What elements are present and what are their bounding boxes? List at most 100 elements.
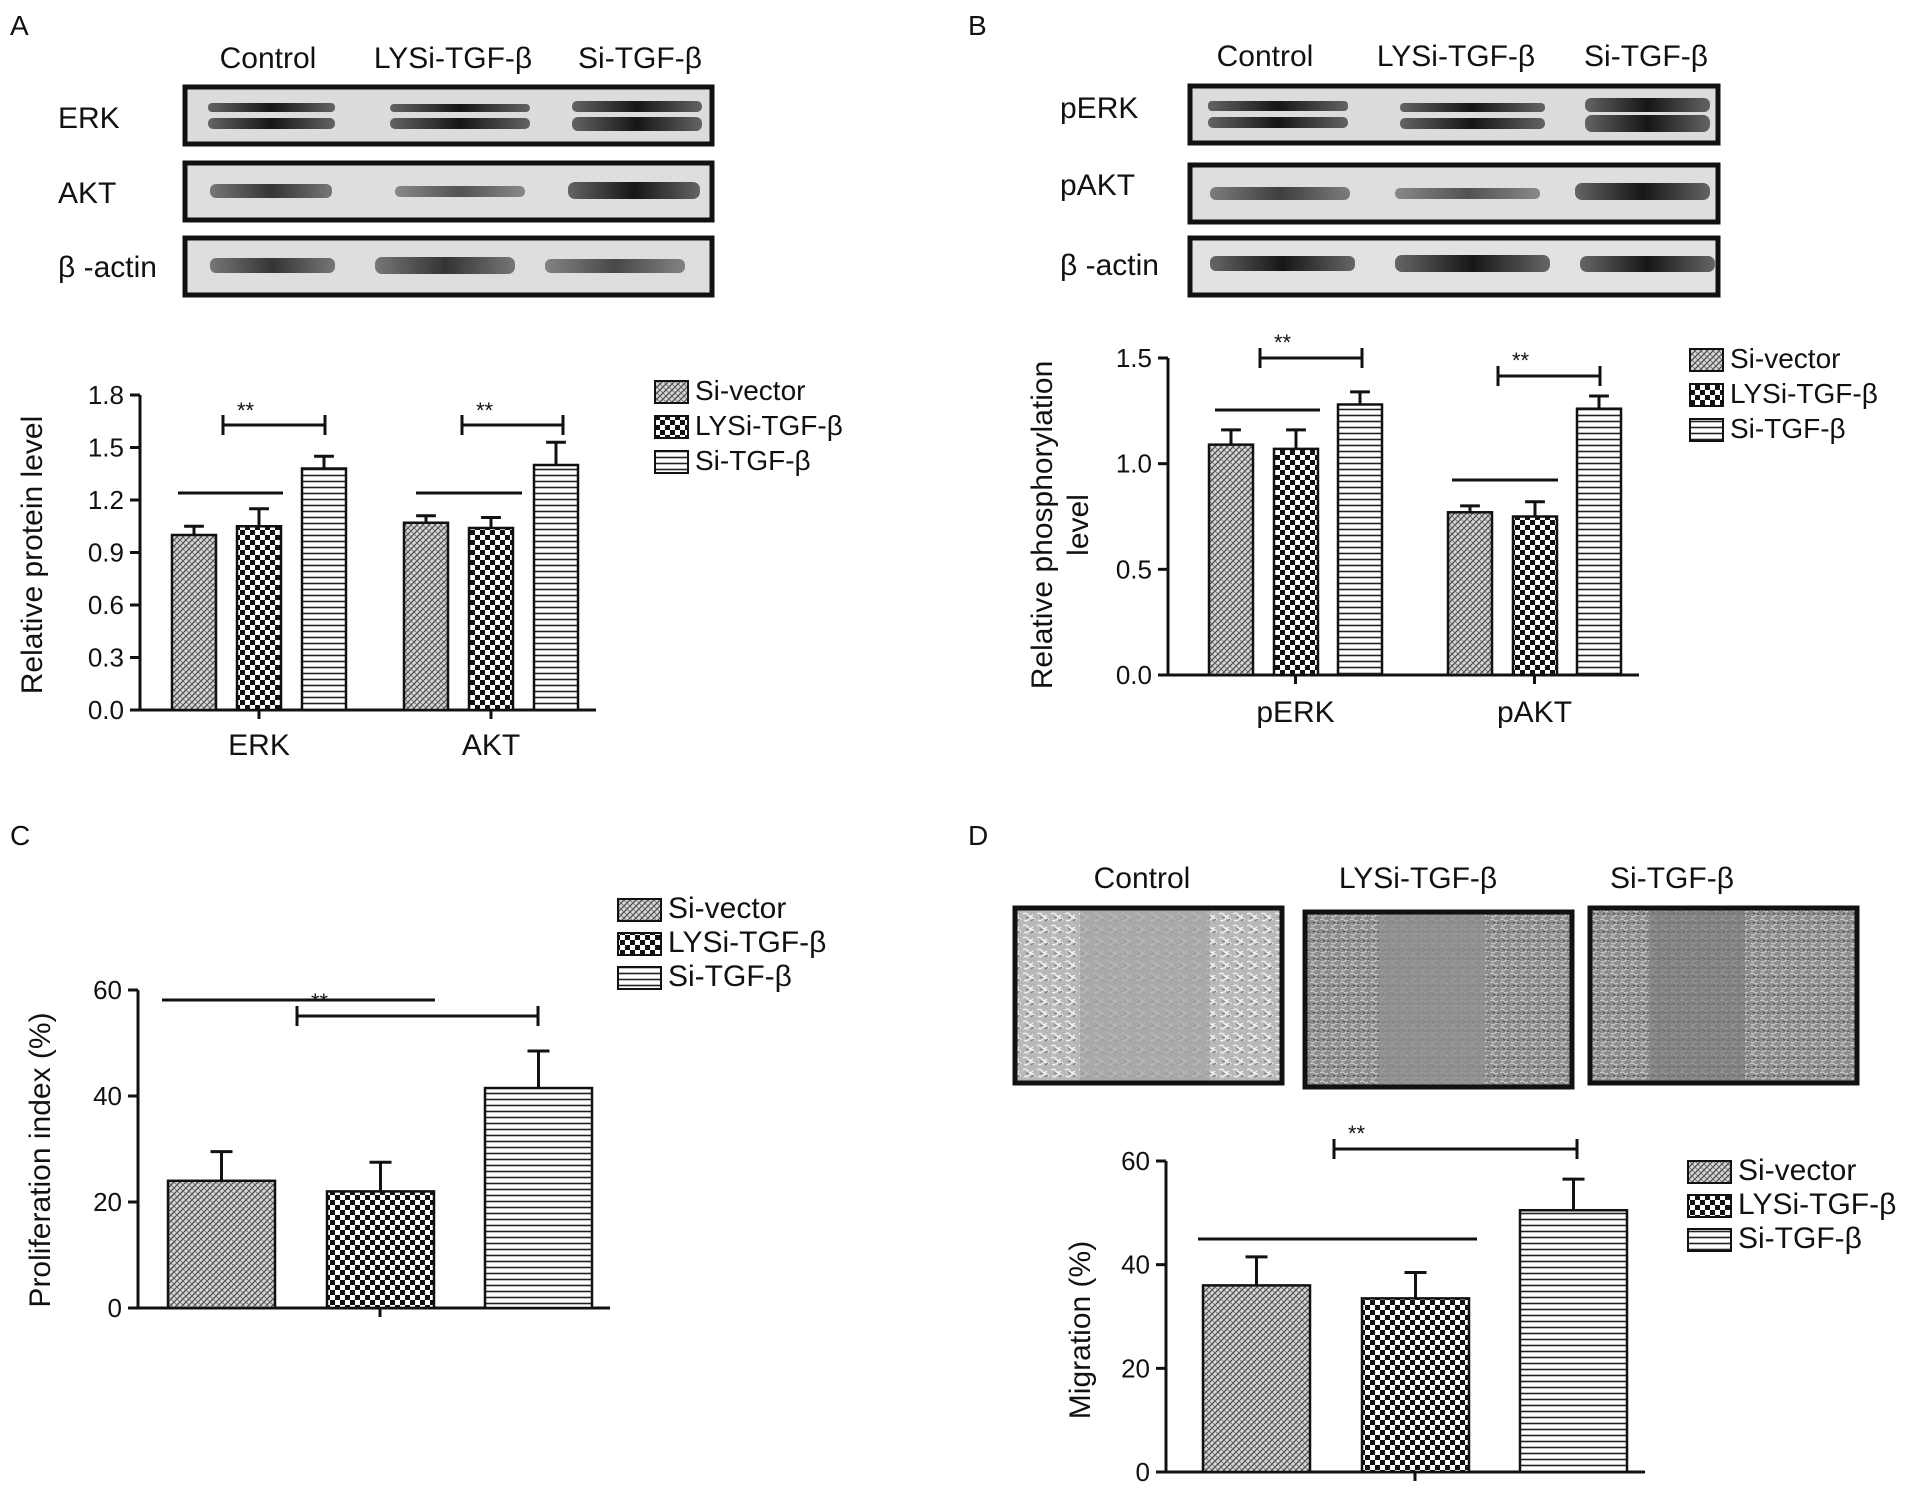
legend-swatch [1689, 383, 1724, 407]
y-tick-label: 0.5 [1116, 554, 1152, 584]
y-axis-label: Relative phosphorylation level [1026, 361, 1095, 690]
micrograph-label: Si-TGF-β [1610, 862, 1734, 895]
chart-d-migration: 0 20 40 60 Migration (%) ** Si-vectorLYSi-TGF-… [1064, 1121, 1896, 1487]
blot-a-lane-label: LYSi-TGF-β [374, 42, 532, 75]
legend-label: Si-vector [668, 892, 786, 925]
significance-mark: ** [1512, 348, 1530, 373]
panel-letter-d: D [968, 820, 988, 851]
y-tick-label: 20 [93, 1187, 122, 1217]
blot-a-row-label: ERK [58, 102, 120, 135]
bar [1360, 1297, 1471, 1474]
blot-a: Control LYSi-TGF-β Si-TGF-β ERK AKT β -a… [58, 42, 715, 298]
bar [170, 533, 218, 712]
micrograph-label: LYSi-TGF-β [1339, 862, 1497, 895]
bar [1575, 407, 1623, 677]
panel-letter-c: C [10, 820, 30, 851]
legend-label: Si-TGF-β [668, 960, 792, 993]
blot-b: Control LYSi-TGF-β Si-TGF-β pERK pAKT β … [1060, 40, 1721, 298]
legend-swatch [617, 966, 662, 990]
legend-swatch [1687, 1194, 1732, 1218]
y-axis-label-line: Relative phosphorylation [1026, 361, 1059, 690]
significance-mark: ** [476, 398, 494, 423]
blot-a-lane-label: Control [220, 42, 317, 75]
bar [402, 521, 450, 712]
blot-a-strip-actin [182, 235, 715, 298]
legend-label: Si-TGF-β [1738, 1222, 1862, 1255]
bar [235, 525, 283, 712]
y-tick-label: 0.0 [88, 695, 124, 725]
bar [467, 526, 515, 712]
y-axis-label: Proliferation index (%) [24, 1012, 57, 1307]
micrograph-si [1587, 905, 1860, 1086]
y-tick-label: 60 [1121, 1146, 1150, 1176]
y-tick-label: 0 [108, 1293, 122, 1323]
blot-b-row-label: pAKT [1060, 169, 1135, 202]
y-tick-label: 1.8 [88, 380, 124, 410]
bar [166, 1179, 277, 1310]
y-tick-label: 60 [93, 975, 122, 1005]
bar [1336, 403, 1384, 677]
blot-a-strip-erk [182, 84, 715, 147]
bar [532, 463, 580, 712]
micrograph-control [1012, 905, 1285, 1086]
y-tick-label: 0.6 [88, 590, 124, 620]
blot-b-lane-label: Control [1217, 40, 1314, 73]
y-axis-label: Migration (%) [1064, 1241, 1097, 1419]
legend-label: Si-TGF-β [695, 445, 811, 476]
legend-swatch [617, 898, 662, 922]
blot-b-strip-perk [1187, 83, 1721, 146]
y-tick-label: 1.5 [1116, 343, 1152, 373]
micrograph-lysi [1302, 909, 1575, 1090]
bar [325, 1190, 436, 1310]
legend-label: LYSi-TGF-β [695, 410, 843, 441]
bar [1207, 443, 1255, 677]
legend-label: LYSi-TGF-β [1738, 1188, 1896, 1221]
legend-swatch [1689, 348, 1724, 372]
blot-b-lane-label: Si-TGF-β [1584, 40, 1708, 73]
blot-b-lane-label: LYSi-TGF-β [1377, 40, 1535, 73]
y-tick-label: 40 [93, 1081, 122, 1111]
significance-mark: ** [1274, 330, 1292, 355]
y-tick-label: 0.3 [88, 643, 124, 673]
y-tick-label: 0.9 [88, 538, 124, 568]
micrograph-label: Control [1094, 862, 1191, 895]
blot-b-row-label: pERK [1060, 92, 1138, 125]
x-tick-label: AKT [462, 729, 520, 762]
blot-a-row-label: AKT [58, 177, 116, 210]
legend-swatch [654, 415, 689, 439]
blot-a-row-label: β -actin [58, 251, 157, 284]
y-tick-label: 1.0 [1116, 449, 1152, 479]
y-tick-label: 1.5 [88, 433, 124, 463]
y-axis-label: Relative protein level [16, 416, 49, 694]
legend-label: Si-vector [1738, 1154, 1856, 1187]
chart-b-relative-phosphorylation-level: 0.0 0.5 1.0 1.5 Relative phosphorylation leve… [1026, 330, 1878, 729]
blot-b-strip-pakt [1187, 162, 1721, 225]
bar [483, 1086, 594, 1310]
y-tick-label: 0.0 [1116, 660, 1152, 690]
legend-swatch [1687, 1228, 1732, 1252]
x-tick-label: ERK [228, 729, 290, 762]
y-tick-label: 1.2 [88, 485, 124, 515]
bar [1511, 515, 1559, 677]
y-axis-label-line: level [1062, 494, 1095, 556]
legend-swatch [654, 380, 689, 404]
blot-b-strip-actin [1187, 235, 1721, 298]
blot-b-row-label: β -actin [1060, 249, 1159, 282]
panel-letter-b: B [968, 10, 987, 41]
legend-label: Si-vector [695, 375, 805, 406]
x-tick-label: pERK [1256, 696, 1334, 729]
legend-swatch [1689, 418, 1724, 442]
y-tick-label: 20 [1121, 1353, 1150, 1383]
bar [1518, 1208, 1629, 1474]
legend-swatch [654, 450, 689, 474]
bar [1201, 1284, 1312, 1474]
legend-label: Si-vector [1730, 343, 1840, 374]
legend-label: LYSi-TGF-β [668, 926, 826, 959]
x-tick-label: pAKT [1497, 696, 1572, 729]
legend-label: Si-TGF-β [1730, 413, 1846, 444]
chart-a-relative-protein-level: 0.0 0.3 0.6 0.9 1.2 1.5 1.8 Relative protein le… [16, 375, 843, 762]
significance-mark: ** [1348, 1121, 1366, 1146]
y-tick-label: 40 [1121, 1250, 1150, 1280]
